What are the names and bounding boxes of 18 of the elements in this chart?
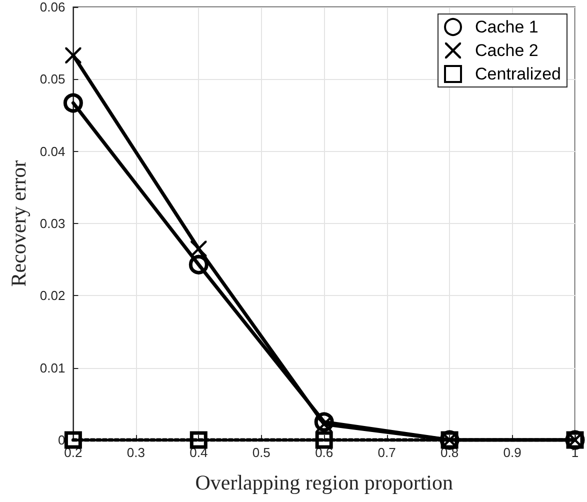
x-tick-label: 0.3 [126,445,145,460]
y-axis-title: Recovery error [6,160,30,287]
x-tick-label: 0.7 [378,445,396,460]
legend-label: Cache 1 [475,18,538,36]
y-tick-label: 0.02 [40,288,66,304]
x-axis-title: Overlapping region proportion [195,470,454,494]
x-tick-label: 0.5 [252,445,270,460]
x-tick-label: 0.9 [503,445,522,460]
legend-label: Cache 2 [475,41,538,60]
y-tick-label: 0.04 [40,144,66,159]
y-tick-label: 0.01 [40,360,66,376]
y-tick-label: 0.03 [40,216,66,231]
legend-label: Centralized [475,64,562,84]
y-tick-label: 0.06 [40,0,66,14]
x-tick-label: 0.6 [315,445,334,460]
y-tick-label: 0.05 [40,72,66,87]
x-tick-label: 0.4 [190,445,208,460]
y-tick-label: 0 [58,432,66,448]
